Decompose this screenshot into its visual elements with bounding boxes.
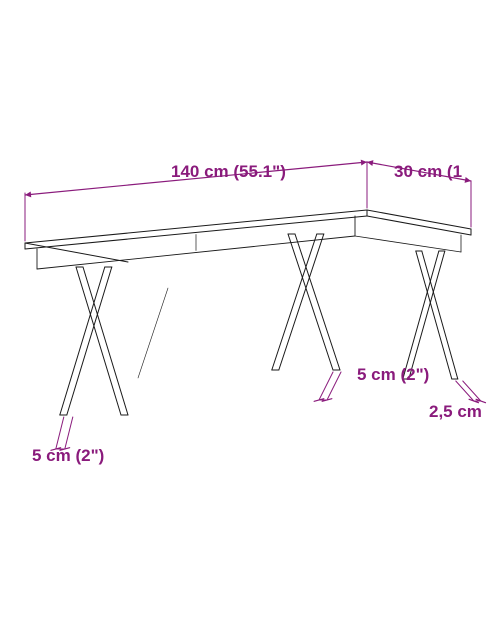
dim-depth: 30 cm (1 [394,162,462,182]
drawing-svg [0,0,500,641]
dim-length: 140 cm (55.1") [171,162,286,182]
dim-leg-left: 5 cm (2") [32,446,104,466]
dim-leg-right: 5 cm (2") [357,365,429,385]
dim-leg-depth: 2,5 cm [429,402,482,422]
technical-drawing: 140 cm (55.1") 30 cm (1 5 cm (2") 2,5 cm… [0,0,500,641]
